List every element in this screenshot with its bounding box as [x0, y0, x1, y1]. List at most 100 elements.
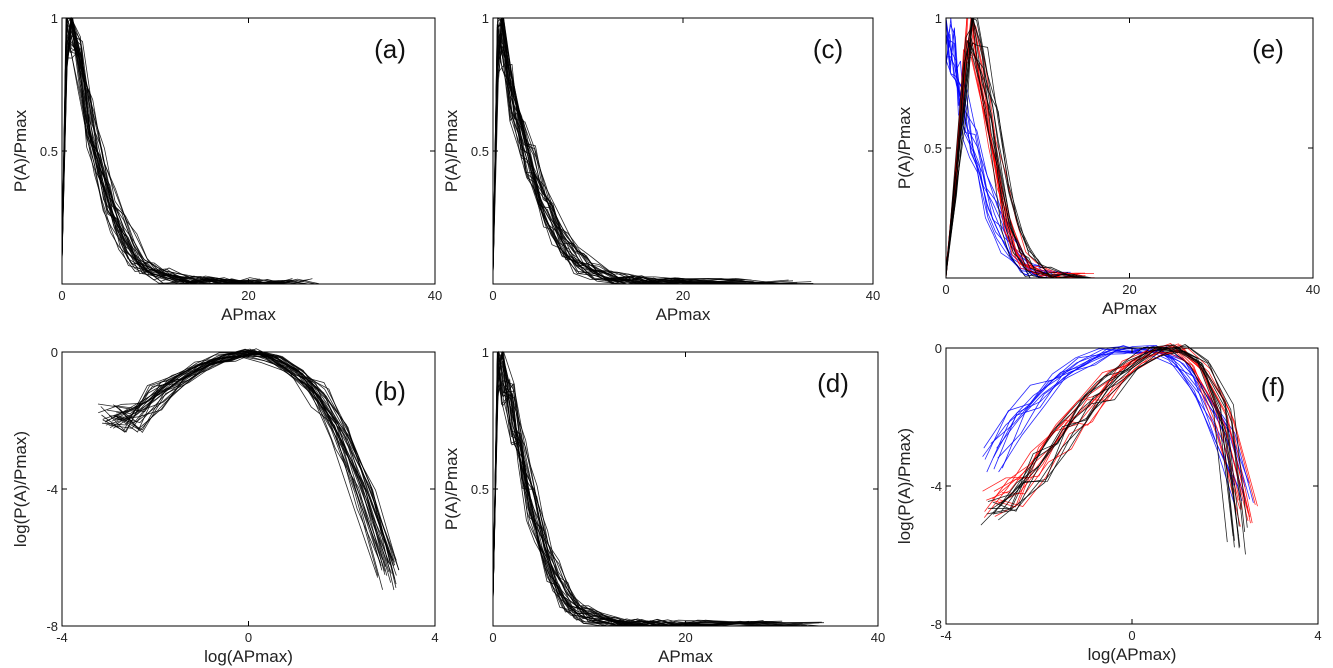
x-tick-label: 0 — [245, 630, 252, 645]
data-trace — [492, 64, 778, 285]
data-trace — [492, 17, 736, 285]
x-tick-label: -4 — [940, 628, 952, 643]
data-trace — [111, 355, 392, 574]
series-3-traces — [945, 17, 1093, 279]
data-trace — [100, 355, 381, 564]
data-trace — [992, 348, 1240, 527]
x-axis-label: APmax — [1102, 299, 1157, 318]
data-trace — [492, 17, 753, 285]
y-tick-label: -8 — [46, 619, 58, 634]
data-trace — [998, 350, 1251, 500]
x-axis-label: APmax — [658, 647, 713, 666]
data-trace — [945, 29, 1046, 277]
y-axis-label: P(A)/Pmax — [11, 109, 30, 192]
series-1-traces — [492, 17, 814, 285]
data-trace — [112, 349, 394, 561]
panel-label: (d) — [817, 368, 849, 398]
x-tick-label: 4 — [1314, 628, 1321, 643]
data-trace — [492, 350, 786, 627]
data-trace — [61, 17, 317, 285]
series-1-traces — [982, 344, 1254, 510]
data-trace — [112, 352, 394, 561]
panel-label: (e) — [1252, 34, 1284, 64]
x-tick-label: 0 — [489, 630, 496, 645]
data-trace — [61, 29, 257, 285]
data-trace — [492, 51, 798, 285]
y-tick-label: 0.5 — [40, 144, 58, 159]
y-axis-label: log(P(A)/Pmax) — [11, 431, 30, 547]
data-trace — [992, 347, 1240, 549]
data-trace — [986, 344, 1243, 510]
data-trace — [998, 350, 1246, 532]
data-trace — [492, 384, 790, 627]
data-trace — [114, 353, 395, 567]
data-trace — [992, 343, 1249, 522]
y-tick-label: 1 — [935, 11, 942, 26]
x-tick-label: 40 — [871, 630, 885, 645]
x-tick-label: 4 — [431, 630, 438, 645]
data-trace — [492, 17, 811, 285]
data-trace — [98, 355, 379, 576]
data-trace — [945, 17, 1080, 279]
x-tick-label: 20 — [1122, 282, 1136, 297]
y-axis-label: log(P(A)/Pmax) — [895, 428, 914, 544]
y-tick-label: 1 — [482, 345, 489, 360]
x-tick-label: -4 — [56, 630, 68, 645]
data-trace — [984, 346, 1237, 510]
data-trace — [991, 349, 1239, 536]
panel-a: 0 20 40 0.5 1 APmax P(A)/Pmax (a) — [11, 11, 442, 324]
y-axis-label: P(A)/Pmax — [442, 447, 461, 530]
data-trace — [492, 365, 803, 627]
data-trace — [492, 17, 794, 285]
data-trace — [1000, 345, 1248, 528]
data-trace — [986, 348, 1239, 487]
data-trace — [492, 351, 825, 627]
data-trace — [492, 17, 767, 285]
data-trace — [492, 351, 760, 627]
data-trace — [492, 351, 814, 627]
data-trace — [492, 353, 781, 627]
data-trace — [492, 351, 765, 627]
data-trace — [97, 353, 379, 578]
data-trace — [61, 17, 309, 285]
y-tick-label: 1 — [482, 11, 489, 26]
y-tick-label: 1 — [51, 11, 58, 26]
data-trace — [61, 35, 281, 285]
x-tick-label: 40 — [1306, 282, 1320, 297]
data-trace — [998, 344, 1246, 555]
panel-label: (f) — [1261, 372, 1286, 402]
y-axis-label: P(A)/Pmax — [895, 106, 914, 189]
data-trace — [492, 353, 821, 627]
data-trace — [986, 345, 1234, 537]
data-trace — [988, 347, 1235, 541]
data-trace — [980, 346, 1228, 543]
data-trace — [61, 17, 309, 285]
data-trace — [492, 45, 767, 285]
data-trace — [102, 350, 383, 571]
y-tick-label: 0.5 — [471, 144, 489, 159]
data-trace — [492, 33, 754, 284]
y-tick-label: -4 — [46, 482, 58, 497]
data-trace — [101, 354, 382, 567]
data-trace — [945, 39, 1064, 279]
x-tick-label: 40 — [866, 288, 880, 303]
x-axis-label: log(APmax) — [1088, 645, 1177, 664]
data-trace — [492, 23, 814, 285]
data-trace — [492, 17, 745, 285]
x-tick-label: 20 — [676, 288, 690, 303]
x-axis-label: log(APmax) — [204, 647, 293, 666]
panel-label: (c) — [813, 34, 843, 64]
y-axis-label: P(A)/Pmax — [442, 109, 461, 192]
y-tick-label: 0 — [935, 341, 942, 356]
data-trace — [109, 348, 391, 565]
series-1-traces — [97, 348, 400, 591]
data-trace — [492, 17, 812, 285]
panel-label: (a) — [374, 34, 406, 64]
data-trace — [492, 50, 779, 285]
data-trace — [492, 17, 808, 285]
y-tick-label: 0.5 — [471, 482, 489, 497]
data-trace — [61, 17, 279, 285]
x-tick-label: 0 — [58, 288, 65, 303]
